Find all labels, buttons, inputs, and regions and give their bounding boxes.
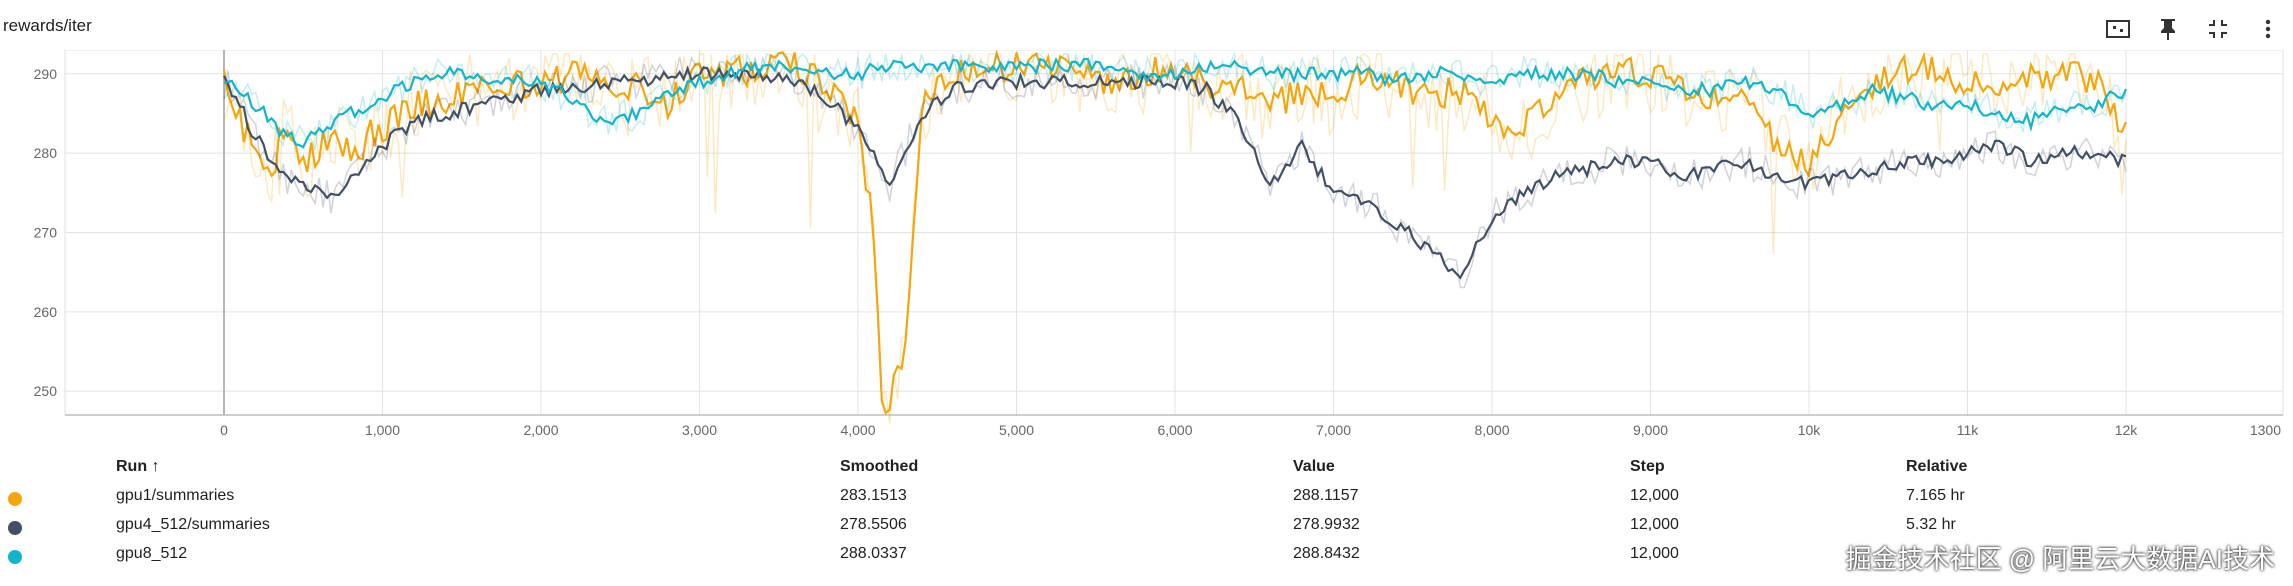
- y-tick-label: 260: [34, 304, 58, 320]
- fit-domain-icon: [2106, 20, 2130, 38]
- legend-value: 288.1157: [1293, 487, 1359, 504]
- y-tick-label: 280: [34, 145, 58, 161]
- legend-header-smoothed[interactable]: Smoothed: [840, 458, 919, 475]
- y-tick-label: 290: [34, 66, 58, 82]
- legend-run-name: gpu8_512: [116, 545, 188, 562]
- x-tick-label: 4,000: [840, 422, 875, 438]
- legend-row[interactable]: gpu1/summaries 283.1513 288.1157 12,000 …: [0, 483, 2293, 511]
- series-raw-line-gpu1/summaries: [223, 51, 2127, 424]
- series-line-gpu8_512: [223, 56, 2128, 149]
- legend-row[interactable]: gpu8_512 288.0337 288.8432 12,000: [0, 541, 2293, 569]
- x-tick-label: 0: [220, 422, 228, 438]
- legend-run-name: gpu1/summaries: [116, 487, 235, 504]
- x-tick-label: 7,000: [1316, 422, 1351, 438]
- x-tick-label: 8,000: [1474, 422, 1509, 438]
- x-tick-label: 5,000: [999, 422, 1034, 438]
- x-tick-label: 10k: [1798, 422, 1822, 438]
- x-tick-label: 3,000: [682, 422, 717, 438]
- legend-header-row: Run ↑ Smoothed Value Step Relative: [0, 454, 2293, 482]
- legend-relative: 5.32 hr: [1906, 516, 1956, 533]
- x-tick-label: 9,000: [1633, 422, 1668, 438]
- x-tick-label: 1,000: [365, 422, 400, 438]
- legend-smoothed-value: 288.0337: [840, 545, 907, 562]
- legend-header-relative[interactable]: Relative: [1906, 458, 1968, 475]
- legend-step: 12,000: [1630, 487, 1679, 504]
- more-vert-icon: [2265, 19, 2271, 39]
- legend-step: 12,000: [1630, 545, 1679, 562]
- chart-toolbar: [2103, 14, 2283, 44]
- pin-button[interactable]: [2153, 14, 2183, 44]
- fit-domain-button[interactable]: [2103, 14, 2133, 44]
- x-tick-label: 6,000: [1157, 422, 1192, 438]
- watermark: 掘金技术社区 @ 阿里云大数据AI技术: [1845, 544, 2275, 574]
- run-color-swatch: [8, 492, 22, 506]
- more-options-button[interactable]: [2253, 14, 2283, 44]
- legend-header-value[interactable]: Value: [1293, 458, 1335, 475]
- x-tick-label: 2,000: [523, 422, 558, 438]
- chart-canvas[interactable]: 250 260 270 280 290 0 1,000 2,000 3,000 4,000 5,00…: [0, 50, 2293, 450]
- run-color-swatch: [8, 550, 22, 564]
- legend-value: 278.9932: [1293, 516, 1360, 533]
- y-tick-label: 250: [34, 383, 58, 399]
- legend-relative: 7.165 hr: [1906, 487, 1965, 504]
- collapse-button[interactable]: [2203, 14, 2233, 44]
- legend-run-name: gpu4_512/summaries: [116, 516, 270, 533]
- legend-smoothed-value: 278.5506: [840, 516, 907, 533]
- x-tick-label: 12k: [2115, 422, 2139, 438]
- x-tick-label: 11k: [1957, 422, 1980, 438]
- run-color-swatch: [8, 521, 22, 535]
- legend-step: 12,000: [1630, 516, 1679, 533]
- pin-icon: [2161, 19, 2175, 40]
- legend-row[interactable]: gpu4_512/summaries 278.5506 278.9932 12,…: [0, 512, 2293, 540]
- series-raw-line-gpu4_512/summaries: [223, 55, 2127, 289]
- chart-title: rewards/iter: [3, 16, 92, 35]
- legend-header-run[interactable]: Run ↑: [116, 458, 160, 475]
- series-line-gpu4_512/summaries: [223, 65, 2127, 280]
- y-tick-label: 270: [34, 225, 58, 241]
- legend-smoothed-value: 283.1513: [840, 487, 907, 504]
- legend-header-step[interactable]: Step: [1630, 458, 1665, 475]
- collapse-icon: [2209, 20, 2227, 38]
- legend-value: 288.8432: [1293, 545, 1360, 562]
- x-edge-tick-label: 1300: [2250, 422, 2281, 438]
